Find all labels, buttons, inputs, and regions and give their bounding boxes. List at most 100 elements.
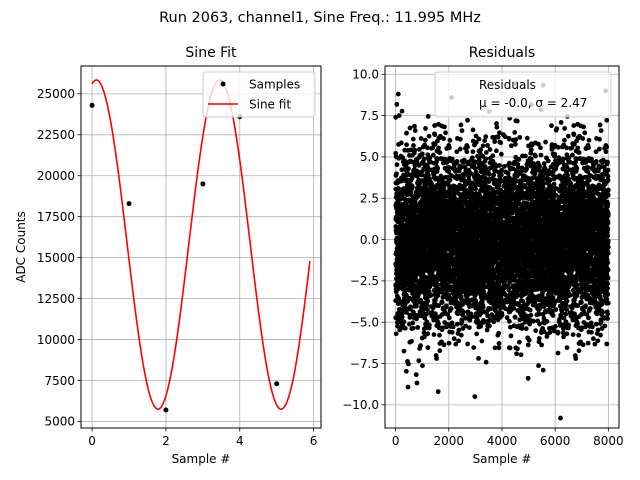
residual-point — [422, 137, 428, 143]
residual-point — [513, 141, 518, 147]
sine-fit-ylabel: ADC Counts — [14, 211, 28, 283]
residual-point — [441, 185, 447, 191]
residuals-title: Residuals — [469, 45, 535, 61]
residual-point — [430, 305, 436, 311]
residual-point — [426, 172, 431, 178]
sine-fit-y-tick-label: 10000 — [37, 333, 75, 347]
sine-fit-y-tick-label: 12500 — [37, 292, 75, 306]
residual-point — [505, 170, 511, 176]
residual-point — [483, 359, 489, 365]
sine-fit-y-tick-label: 5000 — [44, 415, 75, 429]
residual-point — [480, 304, 486, 310]
residual-point — [483, 150, 489, 155]
sine-fit-y-tick-label: 17500 — [37, 210, 75, 224]
residual-point — [404, 310, 409, 315]
residual-point — [398, 140, 404, 146]
residuals-panel: Residuals 0 2000 4000 6000 8000−10.0−7.5−5.0… — [342, 45, 623, 466]
residual-point — [470, 127, 476, 133]
residual-point — [487, 323, 492, 329]
residual-point — [512, 314, 518, 320]
residual-point — [483, 156, 489, 162]
residual-point — [430, 152, 436, 158]
residual-point — [402, 325, 408, 331]
residual-point — [404, 130, 409, 136]
residual-point — [469, 155, 475, 161]
residual-point — [401, 319, 407, 325]
residual-point — [424, 319, 430, 325]
sine-fit-y-tick-label: 20000 — [37, 169, 75, 183]
residual-point — [408, 147, 414, 153]
sine-fit-title: Sine Fit — [185, 45, 237, 61]
residual-point — [498, 140, 504, 146]
residual-point — [425, 345, 431, 351]
residual-point — [508, 333, 514, 339]
residual-point — [516, 339, 522, 345]
residual-point — [432, 123, 438, 128]
residual-point — [415, 325, 421, 330]
residual-point — [492, 139, 498, 144]
residuals-plot-area — [393, 81, 611, 421]
residual-point — [422, 315, 428, 321]
residual-point — [454, 159, 460, 164]
residual-point — [458, 122, 464, 128]
residual-point — [434, 182, 440, 188]
residual-point — [412, 123, 417, 129]
residual-point — [416, 358, 422, 364]
residual-point — [437, 332, 442, 338]
residual-point — [447, 137, 453, 143]
residual-point — [486, 171, 492, 177]
residual-point — [456, 338, 462, 344]
residual-point — [443, 303, 449, 309]
sample-point — [274, 381, 280, 387]
sine-fit-ticks: 0 2 4 6500075001000012500150001750020000225… — [37, 87, 318, 448]
residual-point — [480, 143, 486, 149]
residual-point — [507, 345, 513, 351]
residual-point — [396, 113, 402, 118]
residual-point — [495, 134, 501, 140]
sample-point — [126, 201, 132, 207]
residual-point — [421, 330, 427, 336]
residual-point — [399, 311, 405, 317]
residual-point — [422, 334, 427, 340]
residual-point — [425, 331, 431, 337]
residual-point — [432, 132, 438, 138]
residual-point — [407, 312, 413, 318]
residual-point — [417, 147, 422, 152]
residual-point — [406, 166, 411, 172]
residual-point — [454, 321, 460, 327]
residual-point — [394, 171, 399, 177]
residual-point — [414, 158, 420, 164]
residual-point — [434, 356, 440, 361]
residual-point — [424, 311, 429, 317]
residual-point — [436, 303, 441, 309]
residual-point — [479, 338, 485, 344]
residual-point — [394, 162, 400, 168]
residual-point — [476, 356, 481, 361]
residual-point — [451, 336, 457, 342]
sine-fit-x-tick-label: 2 — [162, 434, 170, 448]
residual-point — [506, 318, 512, 324]
residual-point — [517, 135, 523, 140]
sine-fit-x-tick-label: 4 — [236, 434, 244, 448]
residual-point — [396, 310, 401, 316]
residual-point — [399, 314, 405, 320]
residual-point — [498, 172, 504, 178]
residual-point — [412, 147, 418, 153]
residual-point — [472, 394, 478, 399]
residual-point — [499, 312, 505, 318]
residual-point — [413, 273, 419, 279]
residual-point — [423, 126, 428, 131]
residual-point — [447, 145, 452, 151]
residual-point — [493, 148, 499, 154]
sine-fit-x-tick-label: 0 — [88, 434, 96, 448]
residual-point — [515, 164, 521, 170]
residual-point — [441, 136, 446, 141]
residual-point — [476, 136, 482, 142]
residual-point — [518, 352, 524, 358]
residual-point — [498, 151, 504, 157]
residual-point — [441, 124, 447, 130]
residual-point — [440, 325, 445, 331]
residual-point — [496, 341, 502, 346]
sine-fit-legend: Samples Sine fit — [202, 71, 316, 118]
residual-point — [425, 298, 431, 304]
